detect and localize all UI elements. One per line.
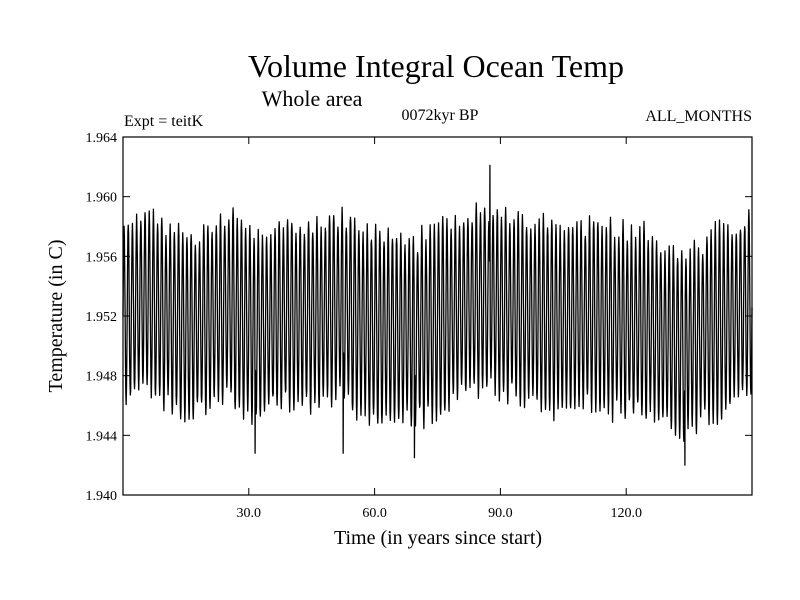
chart-subtitle: Whole area — [262, 86, 363, 111]
x-axis: 30.0 60.0 90.0 120.0 — [237, 137, 642, 521]
plot-area: 1.940 1.944 1.948 1.952 1.956 1.960 1.964 30.0… — [86, 131, 753, 521]
x-tick-label: 120.0 — [610, 506, 642, 521]
y-axis: 1.940 1.944 1.948 1.952 1.956 1.960 1.964 — [86, 131, 752, 504]
period-label: 0072kyr BP — [402, 107, 479, 124]
y-tick-label: 1.956 — [86, 250, 118, 265]
x-tick-label: 90.0 — [488, 506, 513, 521]
expt-label: Expt = teitK — [124, 113, 204, 130]
y-tick-label: 1.948 — [86, 370, 118, 385]
y-tick-label: 1.952 — [86, 310, 118, 325]
temperature-series-line — [122, 164, 753, 466]
y-tick-label: 1.940 — [86, 489, 118, 504]
x-axis-label: Time (in years since start) — [334, 527, 542, 549]
y-tick-label: 1.944 — [86, 429, 118, 444]
x-tick-label: 30.0 — [237, 506, 262, 521]
chart-title: Volume Integral Ocean Temp — [248, 48, 624, 84]
y-tick-label: 1.964 — [86, 131, 118, 146]
y-tick-label: 1.960 — [86, 191, 118, 206]
y-axis-label: Temperature (in C) — [45, 240, 67, 393]
x-tick-label: 60.0 — [362, 506, 387, 521]
months-label: ALL_MONTHS — [645, 108, 752, 125]
